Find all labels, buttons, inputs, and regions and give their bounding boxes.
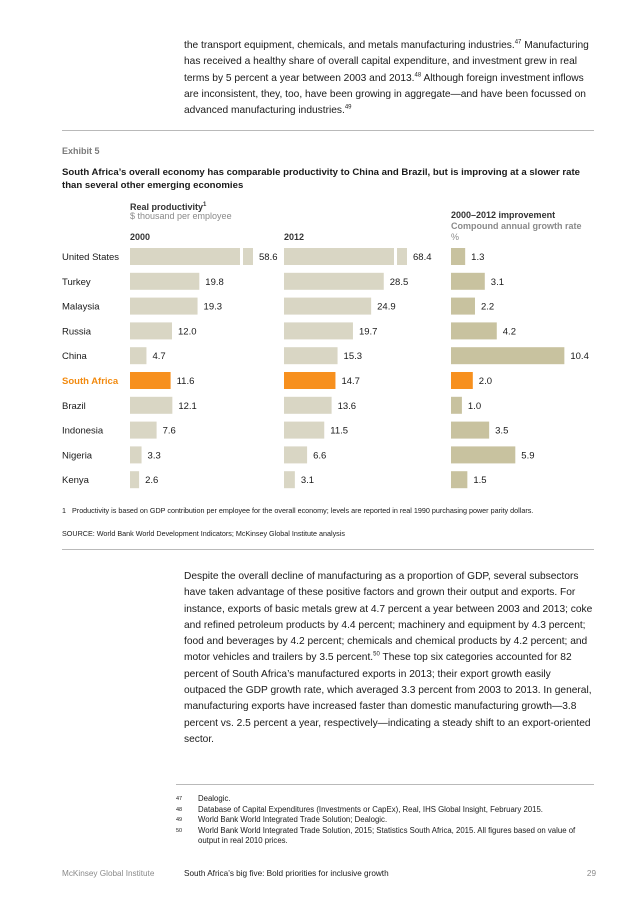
category-label: Nigeria: [62, 450, 93, 461]
value-label: 24.9: [377, 302, 396, 313]
bar: [130, 322, 172, 340]
footer-report-title: South Africa’s big five: Bold priorities…: [184, 869, 389, 878]
value-label: 3.1: [301, 475, 314, 486]
value-label: 3.3: [148, 450, 161, 461]
footnote-list: 47 Dealogic. 48 Database of Capital Expend…: [176, 794, 596, 847]
bar: [451, 347, 565, 365]
value-label: 4.7: [152, 351, 165, 362]
bar: [130, 471, 140, 489]
chart-footnote: 1 Productivity is based on GDP contribut…: [62, 506, 534, 515]
value-label: 19.8: [205, 277, 224, 288]
category-label: Brazil: [62, 401, 86, 412]
value-label: 11.5: [330, 426, 348, 437]
divider-bottom: [62, 549, 594, 550]
bar: [451, 396, 462, 414]
value-label: 14.7: [341, 376, 360, 387]
bar: [284, 322, 353, 340]
bar: [130, 347, 147, 365]
footnote-item: 48 Database of Capital Expenditures (Inve…: [176, 804, 543, 814]
value-label: 11.6: [177, 376, 195, 387]
value-label: 68.4: [413, 252, 432, 263]
bar: [284, 248, 394, 265]
chart-title: Real productivity1: [130, 202, 207, 212]
bar: [284, 347, 338, 365]
bar: [130, 272, 200, 290]
value-label: 12.0: [178, 326, 197, 337]
bar: [130, 446, 142, 464]
page-number: 29: [586, 869, 596, 878]
category-label: Russia: [62, 326, 92, 337]
bar: [451, 248, 466, 265]
bar: [284, 471, 295, 489]
bar: [130, 372, 171, 389]
category-label: Turkey: [62, 277, 91, 288]
footnote-item: 50 World Bank World Integrated Trade Solu…: [176, 825, 576, 846]
bar: [284, 421, 325, 439]
value-label: 2.2: [481, 302, 494, 313]
value-label: 1.5: [473, 475, 486, 486]
category-label: Kenya: [62, 475, 90, 486]
value-label: 28.5: [390, 277, 409, 288]
bar: [284, 372, 336, 389]
value-label: 12.1: [178, 401, 197, 412]
value-label: 19.7: [359, 326, 378, 337]
bar: [284, 272, 384, 290]
body-paragraph: Despite the overall decline of manufactu…: [184, 571, 593, 745]
value-label: 19.3: [204, 302, 223, 313]
bar: [451, 421, 490, 439]
bar: [130, 297, 198, 315]
bar: [451, 372, 473, 389]
chart-subtitle: $ thousand per employee: [130, 211, 232, 221]
value-label: 3.1: [491, 277, 504, 288]
value-label: 15.3: [344, 351, 363, 362]
value-label: 1.3: [471, 252, 484, 263]
category-label: Malaysia: [62, 302, 100, 313]
bar: [284, 297, 372, 315]
footer-publisher: McKinsey Global Institute: [62, 869, 155, 878]
value-label: 10.4: [570, 351, 589, 362]
bar: [451, 272, 485, 290]
footnote-item: 49 World Bank World Integrated Trade Solu…: [176, 815, 388, 825]
category-label: South Africa: [62, 376, 119, 387]
footnote-item: 47 Dealogic.: [176, 794, 231, 803]
value-label: 58.6: [259, 252, 278, 263]
productivity-chart: United States 58.6 68.4 1.3 Turkey 19.8 28.5 3.…: [62, 246, 589, 489]
bar: [451, 471, 468, 489]
value-label: 13.6: [338, 401, 357, 412]
footnote-divider: [176, 784, 594, 785]
bar: [284, 446, 308, 464]
exhibit-title: South Africa’s overall economy has compa…: [62, 167, 581, 191]
bar: [451, 322, 497, 340]
bar-stub: [243, 248, 253, 265]
value-label: 4.2: [503, 326, 516, 337]
intro-paragraph: the transport equipment, chemicals, and …: [184, 39, 589, 117]
bar: [130, 248, 240, 265]
value-label: 3.5: [495, 426, 508, 437]
growth-subtitle: Compound annual growth rate: [451, 221, 582, 231]
exhibit-label: Exhibit 5: [62, 146, 100, 156]
growth-header: 2000–2012 improvement: [451, 210, 556, 220]
value-label: 2.0: [479, 376, 492, 387]
bar: [130, 421, 157, 439]
category-label: Indonesia: [62, 426, 104, 437]
series-header-2012: 2012: [284, 232, 305, 242]
value-label: 7.6: [163, 426, 176, 437]
value-label: 1.0: [468, 401, 481, 412]
bar: [451, 297, 475, 315]
growth-unit: %: [451, 232, 460, 242]
value-label: 6.6: [313, 450, 326, 461]
value-label: 2.6: [145, 475, 158, 486]
category-label: China: [62, 351, 88, 362]
bar: [284, 396, 332, 414]
series-header-2000: 2000: [130, 232, 151, 242]
category-label: United States: [62, 252, 119, 263]
bar: [130, 396, 173, 414]
bar: [451, 446, 516, 464]
value-label: 5.9: [521, 450, 534, 461]
chart-source: SOURCE: World Bank World Development Ind…: [62, 529, 345, 538]
bar-stub: [397, 248, 407, 265]
divider-top: [62, 130, 594, 131]
